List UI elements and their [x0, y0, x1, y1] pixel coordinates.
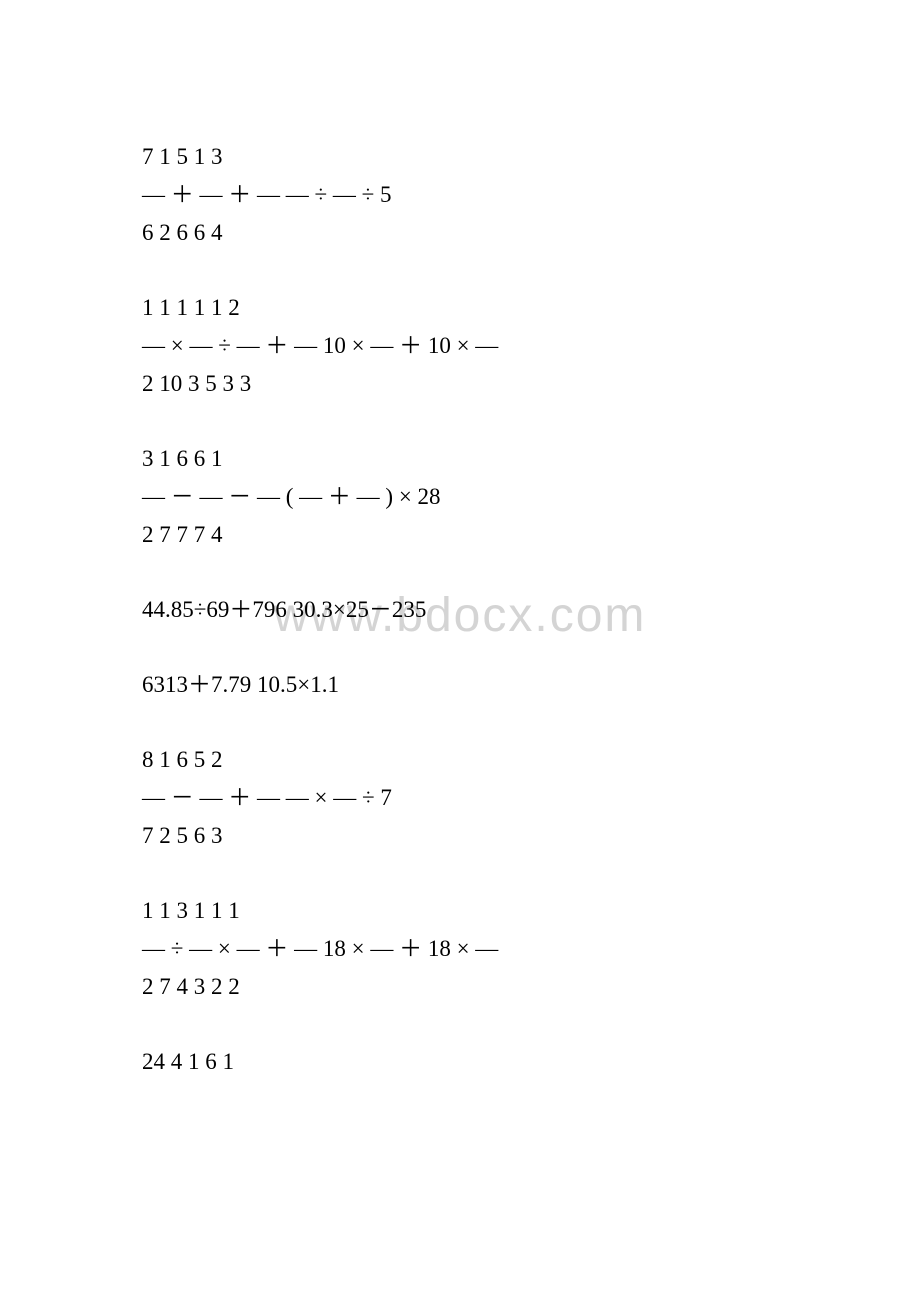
- math-block-4: 8 1 6 5 2 — － — ＋ — — × — ÷ 7 7 2 5 6 3: [142, 748, 920, 847]
- math-line: — ＋ — ＋ — — ÷ — ÷ 5: [142, 183, 920, 206]
- math-line: 6 2 6 6 4: [142, 221, 920, 244]
- math-block-1: 7 1 5 1 3 — ＋ — ＋ — — ÷ — ÷ 5 6 2 6 6 4: [142, 145, 920, 244]
- math-block-3: 3 1 6 6 1 — － — － — ( — ＋ — ) × 28 2 7 7…: [142, 447, 920, 546]
- math-single-line-1: 44.85÷69＋796 30.3×25－235: [142, 598, 920, 621]
- math-block-5: 1 1 3 1 1 1 — ÷ — × — ＋ — 18 × — ＋ 18 × …: [142, 899, 920, 998]
- math-line: — － — － — ( — ＋ — ) × 28: [142, 485, 920, 508]
- math-line: 2 7 4 3 2 2: [142, 975, 920, 998]
- math-single-line-2: 6313＋7.79 10.5×1.1: [142, 673, 920, 696]
- document-content: 7 1 5 1 3 — ＋ — ＋ — — ÷ — ÷ 5 6 2 6 6 4 …: [142, 145, 920, 1073]
- math-line: 1 1 1 1 1 2: [142, 296, 920, 319]
- math-line: 3 1 6 6 1: [142, 447, 920, 470]
- math-block-2: 1 1 1 1 1 2 — × — ÷ — ＋ — 10 × — ＋ 10 × …: [142, 296, 920, 395]
- math-line: 2 7 7 7 4: [142, 523, 920, 546]
- math-line: — ÷ — × — ＋ — 18 × — ＋ 18 × —: [142, 937, 920, 960]
- math-line: — × — ÷ — ＋ — 10 × — ＋ 10 × —: [142, 334, 920, 357]
- math-last-line: 24 4 1 6 1: [142, 1050, 920, 1073]
- math-line: 7 2 5 6 3: [142, 824, 920, 847]
- math-line: 2 10 3 5 3 3: [142, 372, 920, 395]
- math-line: 1 1 3 1 1 1: [142, 899, 920, 922]
- math-line: — － — ＋ — — × — ÷ 7: [142, 786, 920, 809]
- math-line: 8 1 6 5 2: [142, 748, 920, 771]
- math-line: 7 1 5 1 3: [142, 145, 920, 168]
